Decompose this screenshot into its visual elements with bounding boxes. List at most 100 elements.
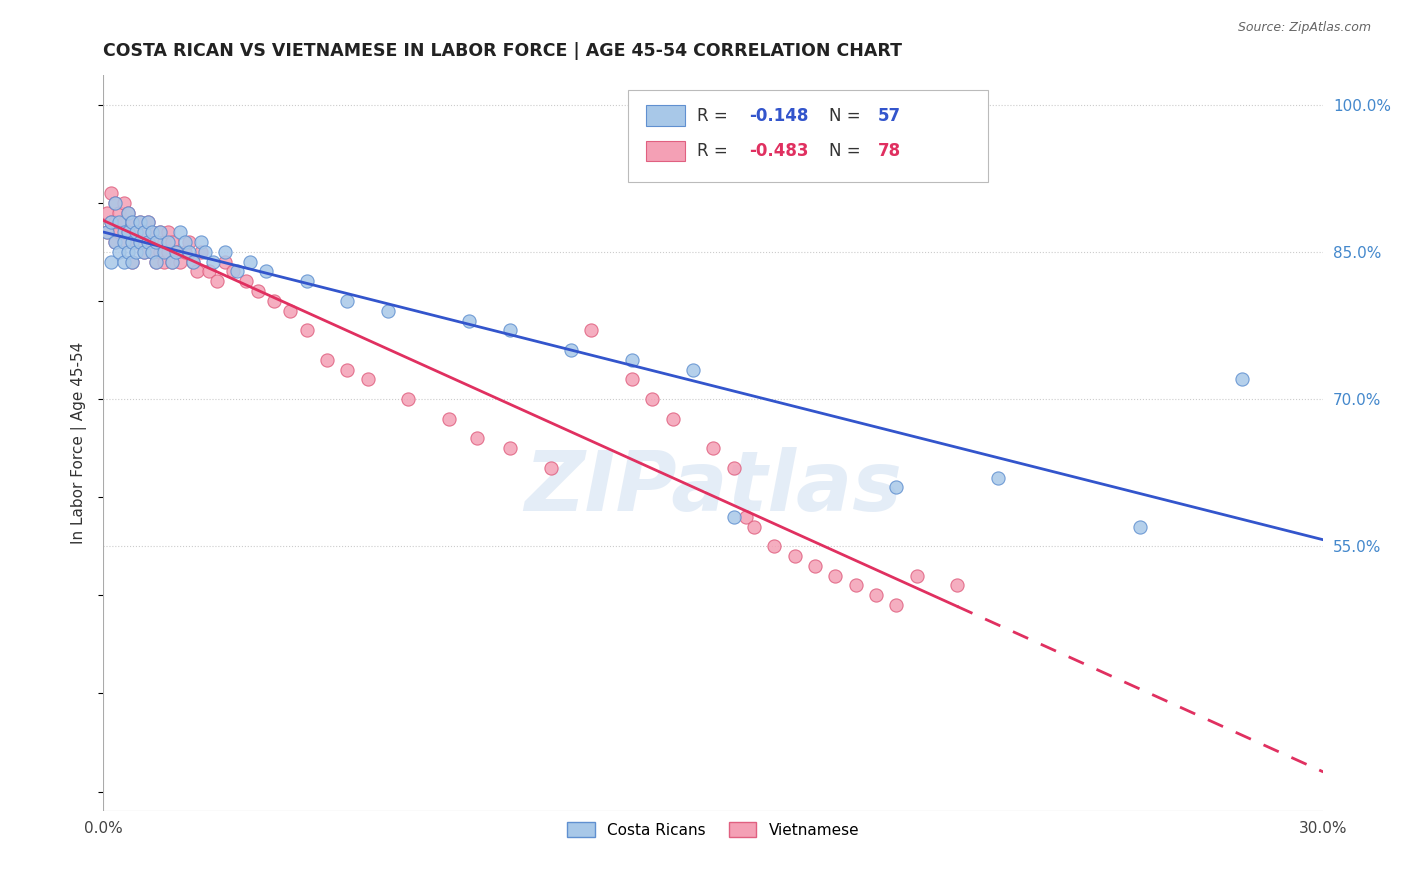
Point [145, 235, 167, 249]
Point [165, 244, 187, 259]
Point [336, 293, 359, 308]
Point [132, 244, 155, 259]
Point [104, 235, 127, 249]
Point [132, 225, 155, 239]
Point [723, 509, 745, 524]
Point [100, 254, 122, 268]
Point [108, 215, 131, 229]
Point [946, 578, 969, 592]
Point [222, 264, 245, 278]
Point [157, 244, 180, 259]
Point [128, 215, 150, 229]
Point [157, 235, 180, 249]
Point [132, 225, 155, 239]
Text: 78: 78 [877, 142, 901, 160]
Point [128, 215, 150, 229]
Bar [647, 141, 685, 161]
Y-axis label: In Labor Force | Age 45-54: In Labor Force | Age 45-54 [72, 342, 87, 544]
Point [108, 244, 131, 259]
Point [125, 244, 148, 259]
Point [141, 244, 163, 259]
Point [377, 303, 399, 318]
Point [581, 323, 603, 337]
Legend: Costa Ricans, Vietnamese: Costa Ricans, Vietnamese [561, 816, 865, 844]
Point [499, 323, 522, 337]
Point [96, 225, 118, 239]
Point [104, 215, 127, 229]
Text: ZIPatlas: ZIPatlas [524, 447, 903, 528]
Point [214, 244, 236, 259]
Point [226, 264, 249, 278]
Point [254, 264, 277, 278]
Point [108, 225, 131, 239]
Text: Source: ZipAtlas.com: Source: ZipAtlas.com [1237, 21, 1371, 34]
Point [162, 254, 184, 268]
Point [136, 235, 159, 249]
Point [169, 254, 191, 268]
Point [396, 392, 419, 406]
Point [136, 215, 159, 229]
Point [336, 362, 359, 376]
Point [121, 215, 143, 229]
Point [641, 392, 664, 406]
Point [165, 244, 187, 259]
Point [96, 205, 118, 219]
Point [112, 195, 135, 210]
Point [153, 254, 176, 268]
Point [865, 588, 887, 602]
Point [190, 244, 212, 259]
Point [987, 470, 1010, 484]
Point [157, 225, 180, 239]
Point [117, 205, 139, 219]
Point [100, 215, 122, 229]
Point [783, 549, 806, 563]
Point [467, 431, 489, 445]
Text: 57: 57 [877, 107, 901, 125]
Point [121, 215, 143, 229]
Text: N =: N = [830, 142, 866, 160]
Text: R =: R = [697, 107, 734, 125]
Point [239, 254, 262, 268]
Point [96, 225, 118, 239]
Point [181, 254, 204, 268]
Point [117, 244, 139, 259]
Point [136, 235, 159, 249]
Point [278, 303, 301, 318]
Point [121, 235, 143, 249]
Point [145, 254, 167, 268]
Text: -0.148: -0.148 [748, 107, 808, 125]
Point [141, 244, 163, 259]
Point [100, 215, 122, 229]
Point [186, 264, 208, 278]
Point [162, 254, 184, 268]
Point [112, 225, 135, 239]
Point [108, 205, 131, 219]
Point [235, 274, 257, 288]
Point [149, 225, 172, 239]
Point [560, 343, 582, 357]
Point [128, 235, 150, 249]
Point [173, 235, 195, 249]
Text: R =: R = [697, 142, 734, 160]
Point [149, 225, 172, 239]
Point [824, 568, 846, 582]
Point [458, 313, 481, 327]
Point [246, 284, 269, 298]
Point [205, 274, 228, 288]
Point [125, 235, 148, 249]
Point [128, 235, 150, 249]
Point [112, 254, 135, 268]
Point [136, 215, 159, 229]
Point [202, 254, 225, 268]
Text: COSTA RICAN VS VIETNAMESE IN LABOR FORCE | AGE 45-54 CORRELATION CHART: COSTA RICAN VS VIETNAMESE IN LABOR FORCE… [103, 42, 903, 60]
Point [173, 244, 195, 259]
Point [194, 244, 217, 259]
Point [499, 441, 522, 455]
Point [723, 460, 745, 475]
Point [145, 254, 167, 268]
Point [112, 235, 135, 249]
Point [132, 244, 155, 259]
Point [141, 225, 163, 239]
Point [263, 293, 285, 308]
Point [104, 195, 127, 210]
